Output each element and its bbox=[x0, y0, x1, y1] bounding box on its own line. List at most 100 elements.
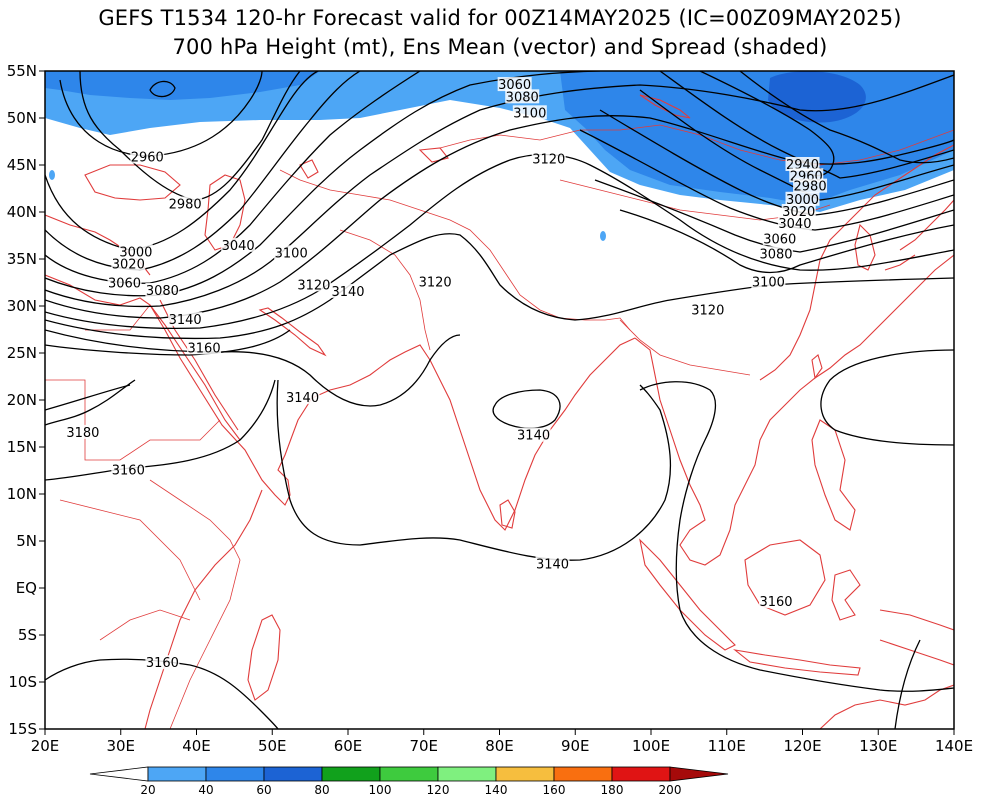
spread-shading bbox=[45, 71, 954, 241]
spread-colorbar: 20 40 60 80 100 120 140 160 180 200 bbox=[89, 766, 729, 797]
colorbar-segment bbox=[553, 766, 613, 782]
contour-label-bg bbox=[781, 204, 816, 218]
x-tick-label: 140E bbox=[935, 737, 973, 755]
x-tick-label: 60E bbox=[334, 737, 363, 755]
coast-india bbox=[429, 337, 636, 531]
contour-label: 3140 bbox=[286, 391, 319, 406]
contour-label-bg bbox=[758, 246, 793, 261]
x-tick-label: 50E bbox=[258, 737, 287, 755]
coast-sri-lanka bbox=[499, 499, 516, 529]
contour-label-bg bbox=[535, 556, 570, 571]
y-tick-label: 50N bbox=[7, 109, 37, 127]
coast-persian-gulf bbox=[258, 307, 327, 357]
contour-label-bg bbox=[65, 424, 100, 439]
border-line bbox=[439, 124, 954, 166]
contour-label: 3120 bbox=[691, 304, 724, 319]
contour-label-bg bbox=[331, 283, 365, 298]
coast-africa-arabia bbox=[45, 274, 431, 506]
y-tick-label: 10N bbox=[7, 485, 37, 503]
contour-3100-long bbox=[45, 115, 954, 319]
colorbar-segment bbox=[611, 766, 671, 782]
colorbar-label: 180 bbox=[601, 783, 624, 797]
colorbar-segment bbox=[495, 766, 555, 782]
contour-label: 3160 bbox=[188, 341, 221, 356]
y-tick-label: 30N bbox=[7, 297, 37, 315]
contour-label: 3040 bbox=[222, 239, 255, 254]
contour-label: 3120 bbox=[297, 278, 330, 293]
contour-label: 3140 bbox=[536, 558, 569, 573]
coast-china-east bbox=[759, 144, 954, 381]
colorbar-segment bbox=[147, 766, 207, 782]
contour-label-bg bbox=[751, 274, 786, 289]
colorbar-label: 160 bbox=[543, 783, 566, 797]
contour-labels: 3060308031002960298031203040310030003020… bbox=[65, 77, 828, 671]
contour-label-bg bbox=[107, 275, 142, 290]
contour-label-bg bbox=[111, 462, 146, 477]
colorbar-segment bbox=[321, 766, 381, 782]
contour-ne-4 bbox=[599, 109, 954, 216]
chart-subtitle: 700 hPa Height (mt), Ens Mean (vector) a… bbox=[172, 35, 828, 59]
contour-3120-long bbox=[45, 153, 954, 330]
contour-3140-india bbox=[492, 389, 561, 429]
coast-madagascar bbox=[247, 614, 281, 701]
y-tick-label: 55N bbox=[7, 62, 37, 80]
contour-3020-nw bbox=[45, 71, 361, 271]
contour-3140-n bbox=[45, 233, 954, 340]
contour-label: 3020 bbox=[112, 258, 145, 273]
contour-label: 3080 bbox=[506, 90, 539, 105]
colorbar-label: 60 bbox=[256, 783, 271, 797]
contour-label: 3060 bbox=[108, 276, 141, 291]
contour-label: 3060 bbox=[763, 232, 796, 247]
contour-label: 3140 bbox=[331, 285, 364, 300]
colorbar-label: 140 bbox=[485, 783, 508, 797]
border-line bbox=[619, 319, 751, 376]
border-line bbox=[339, 229, 431, 351]
contour-label: 3040 bbox=[778, 217, 811, 232]
coast-philippines bbox=[811, 419, 856, 531]
y-tick-label: 5N bbox=[16, 532, 37, 550]
y-tick-label: EQ bbox=[16, 579, 37, 597]
x-tick-label: 110E bbox=[708, 737, 746, 755]
contour-label-bg bbox=[145, 282, 180, 297]
contour-label-bg bbox=[187, 340, 222, 355]
contour-label-bg bbox=[793, 178, 828, 193]
contour-low-center bbox=[149, 80, 176, 98]
x-tick-label: 80E bbox=[485, 737, 514, 755]
contour-label-bg bbox=[168, 312, 203, 327]
contour-label-bg bbox=[111, 256, 146, 271]
coast-se-asia bbox=[634, 254, 954, 566]
contour-label-bg bbox=[505, 89, 540, 104]
y-tick-label: 40N bbox=[7, 203, 37, 221]
contour-label-bg bbox=[145, 655, 180, 670]
spread-shade-dot bbox=[49, 170, 55, 180]
contour-label-bg bbox=[762, 231, 797, 246]
contour-3160-east bbox=[639, 381, 954, 692]
colorbar-segment bbox=[205, 766, 265, 782]
colorbar-segment bbox=[437, 766, 497, 782]
border-line bbox=[149, 479, 241, 729]
contour-label-bg bbox=[418, 274, 453, 289]
contour-ne-5 bbox=[579, 129, 954, 231]
coast-taiwan bbox=[811, 354, 823, 380]
coast-japan bbox=[884, 199, 954, 271]
coast-black-sea bbox=[84, 164, 181, 201]
contour-label-bg bbox=[221, 237, 256, 252]
contour-3140-s bbox=[45, 329, 672, 561]
x-tick-label: 20E bbox=[31, 737, 60, 755]
contour-label: 3080 bbox=[759, 247, 792, 262]
contour-label-bg bbox=[777, 216, 812, 231]
coast-sulawesi bbox=[831, 569, 861, 621]
border-line bbox=[99, 609, 191, 641]
colorbar-label: 40 bbox=[198, 783, 213, 797]
spread-shade-dot bbox=[600, 231, 606, 241]
contour-label: 3120 bbox=[532, 152, 565, 167]
contour-ne-7 bbox=[619, 209, 954, 274]
y-tick-label: 45N bbox=[7, 156, 37, 174]
contour-label-bg bbox=[130, 149, 165, 164]
contour-label: 2980 bbox=[794, 180, 827, 195]
contour-label: 3100 bbox=[275, 246, 308, 261]
contour-label-bg bbox=[118, 244, 153, 259]
y-tick-label: 20N bbox=[7, 391, 37, 409]
contour-label-bg bbox=[497, 77, 532, 92]
